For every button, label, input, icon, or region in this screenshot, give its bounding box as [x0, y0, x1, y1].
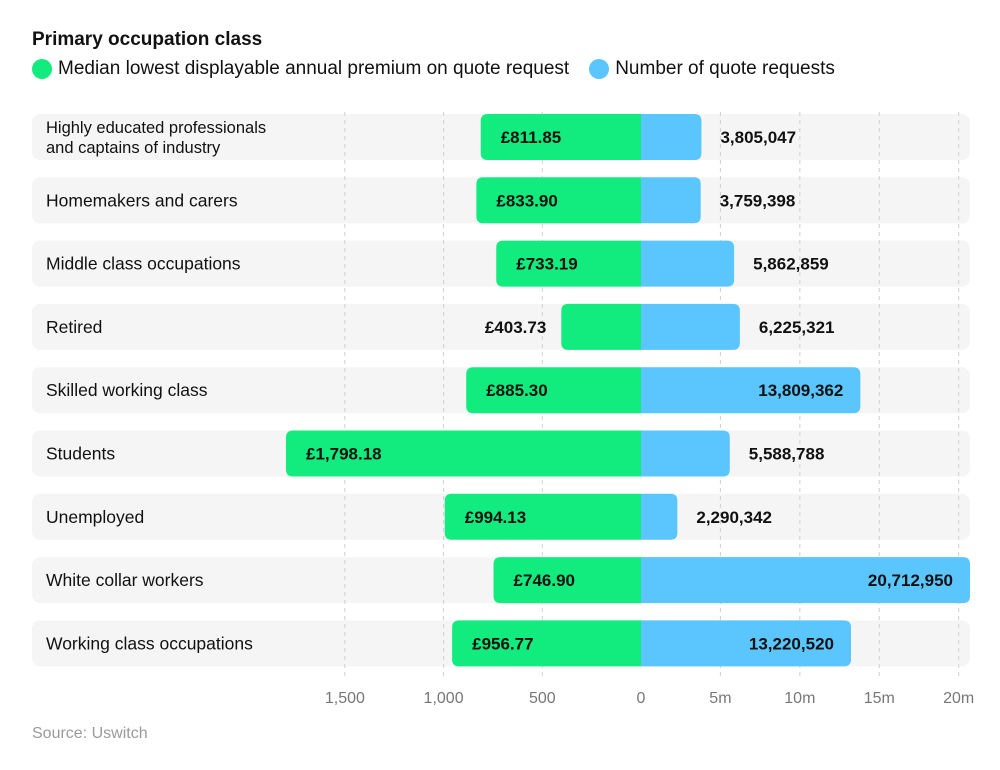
legend-label-requests: Number of quote requests: [615, 58, 835, 79]
x-tick-label-requests: 10m: [784, 690, 815, 707]
category-label: Skilled working class: [46, 380, 208, 400]
category-label: Students: [46, 444, 115, 464]
x-tick-label-requests: 20m: [943, 690, 974, 707]
requests-value-label: 13,220,520: [749, 634, 834, 653]
requests-bar: [641, 177, 701, 224]
category-label: White collar workers: [46, 570, 204, 590]
premium-bar: [466, 367, 641, 414]
category-label: Unemployed: [46, 507, 144, 527]
premium-value-label: £746.90: [514, 571, 575, 590]
legend-swatch-premium: [32, 59, 52, 79]
category-label: Middle class occupations: [46, 254, 241, 274]
premium-value-label: £885.30: [486, 381, 547, 400]
premium-bar: [452, 620, 641, 667]
legend-item-requests: Number of quote requests: [589, 58, 835, 80]
x-tick-label-requests: 15m: [864, 690, 895, 707]
category-label: and captains of industry: [46, 139, 221, 157]
x-tick-label-premium: 500: [529, 690, 556, 707]
premium-value-label: £994.13: [465, 508, 526, 527]
requests-value-label: 5,588,788: [749, 445, 825, 464]
category-label: Homemakers and carers: [46, 190, 238, 210]
x-tick-label-premium: 0: [637, 690, 646, 707]
requests-value-label: 3,805,047: [720, 128, 796, 147]
premium-value-label: £833.90: [496, 191, 557, 210]
premium-value-label: £811.85: [501, 128, 562, 147]
requests-value-label: 20,712,950: [868, 571, 953, 590]
premium-value-label: £733.19: [516, 255, 577, 274]
requests-bar: [641, 367, 861, 414]
requests-value-label: 6,225,321: [759, 318, 835, 337]
requests-value-label: 2,290,342: [696, 508, 772, 527]
premium-value-label: £1,798.18: [306, 445, 382, 464]
category-label: Highly educated professionals: [46, 119, 266, 137]
requests-bar: [641, 557, 970, 604]
premium-bar: [493, 557, 641, 604]
requests-value-label: 3,759,398: [720, 191, 796, 210]
requests-bar: [641, 620, 851, 667]
premium-bar: [476, 177, 641, 224]
premium-bar: [561, 303, 641, 350]
legend-label-premium: Median lowest displayable annual premium…: [58, 58, 570, 79]
legend-title: Primary occupation class: [32, 29, 263, 50]
category-label: Retired: [46, 317, 102, 337]
source-note: Source: Uswitch: [32, 725, 148, 742]
premium-bar: [480, 114, 641, 160]
premium-value-label: £403.73: [485, 318, 546, 337]
premium-bar: [496, 240, 641, 287]
requests-bar: [641, 493, 678, 540]
x-tick-label-premium: 1,500: [325, 690, 365, 707]
requests-bar: [641, 114, 702, 160]
requests-bar: [641, 303, 740, 350]
requests-bar: [641, 240, 735, 287]
premium-bar: [444, 493, 641, 540]
legend-item-premium: Median lowest displayable annual premium…: [32, 58, 569, 80]
x-tick-label-premium: 1,000: [424, 690, 464, 707]
premium-bar: [286, 430, 641, 477]
premium-value-label: £956.77: [472, 634, 533, 653]
legend: Median lowest displayable annual premium…: [32, 58, 855, 80]
requests-value-label: 13,809,362: [758, 381, 843, 400]
legend-swatch-requests: [589, 59, 610, 79]
category-label: Working class occupations: [46, 633, 253, 653]
x-tick-label-requests: 5m: [709, 690, 731, 707]
requests-bar: [641, 430, 730, 477]
requests-value-label: 5,862,859: [753, 255, 829, 274]
